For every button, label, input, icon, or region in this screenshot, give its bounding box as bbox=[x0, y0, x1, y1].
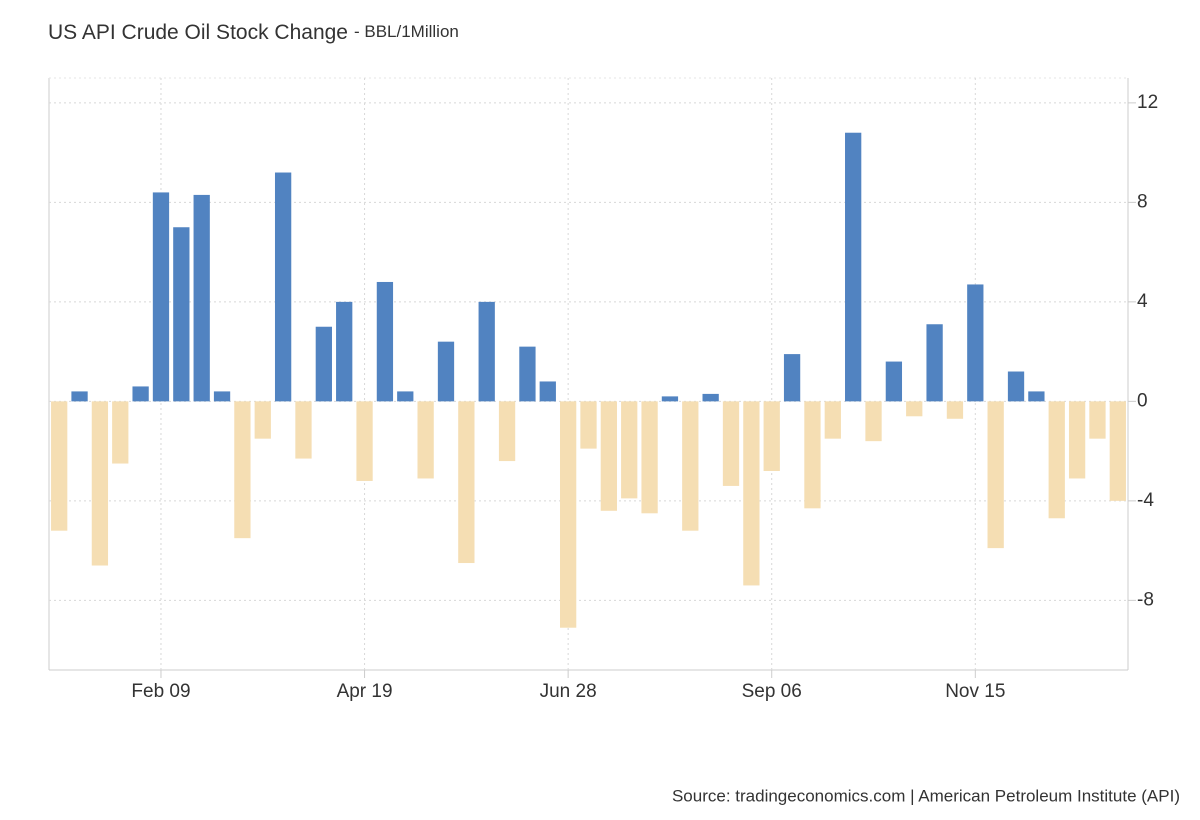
x-tick-label: Feb 09 bbox=[131, 681, 190, 702]
bar bbox=[336, 301, 353, 402]
bar bbox=[722, 401, 740, 486]
bar bbox=[152, 192, 170, 402]
title: US API Crude Oil Stock Change bbox=[48, 21, 348, 44]
bar bbox=[458, 401, 475, 564]
y-tick-label: 0 bbox=[1137, 390, 1148, 411]
bar bbox=[437, 341, 455, 402]
y-tick-label: -4 bbox=[1137, 490, 1154, 511]
bar bbox=[295, 401, 312, 459]
bar bbox=[1048, 401, 1065, 519]
bar bbox=[926, 324, 943, 402]
bar bbox=[132, 386, 149, 402]
bar bbox=[702, 393, 719, 402]
subtitle: - BBL/1Million bbox=[354, 22, 459, 41]
bar bbox=[946, 401, 964, 419]
bar bbox=[315, 326, 332, 402]
y-tick-label: 12 bbox=[1137, 92, 1158, 113]
y-tick-label: 8 bbox=[1137, 191, 1148, 212]
source: Source: tradingeconomics.com | American … bbox=[672, 786, 1180, 805]
bar bbox=[91, 401, 109, 566]
x-tick-label: Apr 19 bbox=[337, 681, 393, 702]
x-tick-label: Jun 28 bbox=[540, 681, 597, 702]
bar bbox=[1089, 401, 1106, 439]
bar bbox=[682, 401, 699, 531]
bar bbox=[824, 401, 841, 439]
bar bbox=[112, 401, 129, 464]
bar bbox=[1028, 391, 1045, 402]
bar bbox=[71, 391, 88, 402]
bar bbox=[519, 346, 536, 402]
bar bbox=[254, 401, 271, 439]
x-tick-label: Sep 06 bbox=[742, 681, 802, 702]
bar bbox=[763, 401, 780, 472]
bar bbox=[580, 401, 597, 449]
bar bbox=[193, 194, 210, 402]
bar bbox=[804, 401, 821, 509]
bar bbox=[213, 391, 231, 402]
chart-title: US API Crude Oil Stock Change - BBL/1Mill… bbox=[48, 21, 459, 44]
bar bbox=[356, 401, 373, 481]
bar bbox=[376, 281, 394, 402]
bar bbox=[559, 401, 577, 628]
bar bbox=[539, 381, 556, 402]
bar bbox=[967, 284, 984, 402]
bar bbox=[641, 401, 658, 514]
y-tick-label: 4 bbox=[1137, 291, 1148, 312]
bar bbox=[906, 401, 923, 417]
bar bbox=[661, 396, 679, 402]
bar bbox=[51, 401, 68, 531]
bar bbox=[417, 401, 434, 479]
bar bbox=[397, 391, 414, 402]
bar bbox=[743, 401, 760, 586]
bar bbox=[498, 401, 516, 462]
x-tick-label: Nov 15 bbox=[945, 681, 1005, 702]
bar bbox=[865, 401, 882, 442]
bar bbox=[234, 401, 251, 539]
bar bbox=[173, 227, 190, 402]
bar bbox=[845, 132, 862, 402]
bar bbox=[621, 401, 638, 499]
bar bbox=[600, 401, 618, 511]
bar bbox=[987, 401, 1004, 549]
bar bbox=[783, 354, 801, 402]
bar bbox=[274, 172, 292, 402]
bar bbox=[1068, 401, 1086, 479]
bar bbox=[885, 361, 903, 402]
bar bbox=[1007, 371, 1025, 402]
y-tick-label: -8 bbox=[1137, 589, 1154, 610]
bar bbox=[478, 301, 495, 402]
bar bbox=[1109, 401, 1126, 501]
